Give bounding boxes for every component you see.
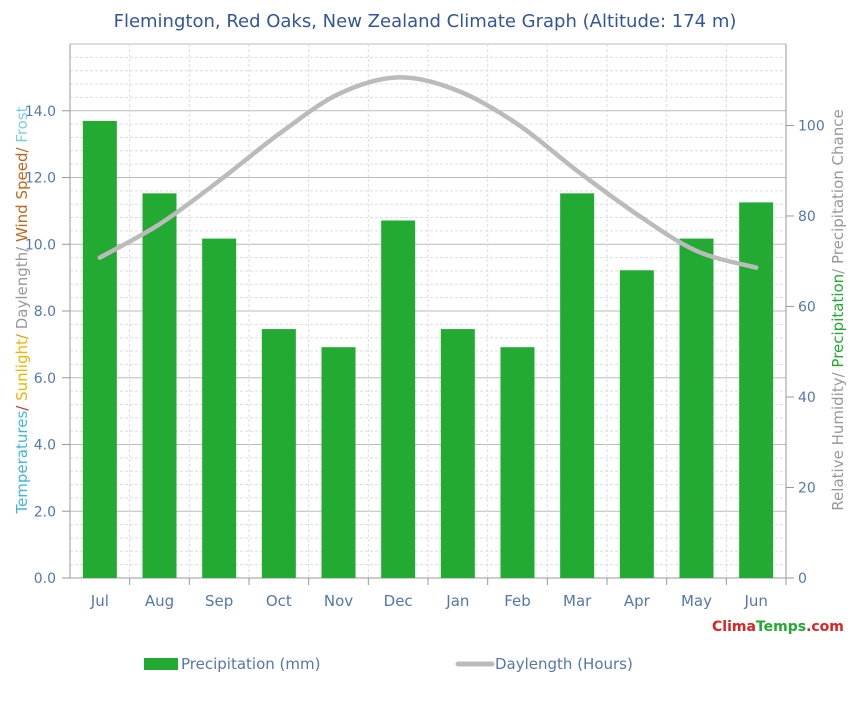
right-axis-label-part: Precipitation bbox=[829, 274, 847, 368]
bar-oct bbox=[261, 329, 296, 578]
legend-swatch-precipitation bbox=[144, 658, 178, 670]
left-axis-label-part: / bbox=[13, 329, 31, 339]
x-tick-label: Feb bbox=[504, 592, 531, 610]
x-tick-label: Mar bbox=[563, 592, 592, 610]
bar-dec bbox=[381, 220, 416, 579]
right-tick-label: 20 bbox=[798, 480, 816, 496]
left-tick-label: 4.0 bbox=[34, 438, 56, 454]
daylength-line bbox=[97, 75, 759, 270]
grid bbox=[69, 43, 787, 579]
right-axis-ticks: 0 20 40 60 80 100 bbox=[786, 118, 825, 587]
left-axis-label-part: Daylength bbox=[13, 252, 31, 329]
x-tick-label: Aug bbox=[145, 592, 174, 610]
right-tick-label: 0 bbox=[798, 571, 807, 587]
bar-nov bbox=[321, 347, 356, 578]
x-tick-label: May bbox=[681, 592, 712, 610]
right-axis-label-part: / bbox=[829, 264, 847, 274]
left-axis-label-part: Temperatures bbox=[13, 411, 31, 515]
x-tick-label: Jul bbox=[90, 592, 109, 610]
left-tick-label: 10.0 bbox=[25, 237, 56, 253]
x-tick-label: Sep bbox=[205, 592, 233, 610]
left-axis-label-part: Wind Speed bbox=[13, 153, 31, 243]
x-tick-label: Oct bbox=[266, 592, 292, 610]
right-tick-label: 40 bbox=[798, 390, 816, 406]
left-axis-label-part: / bbox=[13, 242, 31, 252]
chart-title: Flemington, Red Oaks, New Zealand Climat… bbox=[114, 11, 737, 32]
right-tick-label: 60 bbox=[798, 299, 816, 315]
bar-mar bbox=[560, 193, 595, 578]
legend-label-precipitation: Precipitation (mm) bbox=[181, 655, 320, 673]
left-tick-label: 6.0 bbox=[34, 371, 56, 387]
left-axis-label-part: Frost bbox=[13, 106, 31, 142]
left-tick-label: 14.0 bbox=[25, 104, 56, 120]
bar-feb bbox=[500, 347, 535, 578]
left-tick-label: 8.0 bbox=[34, 304, 56, 320]
left-axis-label-part: / bbox=[13, 143, 31, 153]
bar-jul bbox=[82, 120, 117, 579]
bar-aug bbox=[142, 193, 177, 578]
precipitation-bars bbox=[82, 120, 774, 579]
x-tick-label: Jun bbox=[743, 592, 767, 610]
left-axis-label: Temperatures/ Sunlight/ Daylength/ Wind … bbox=[13, 106, 31, 514]
left-axis-label-part: / bbox=[13, 401, 31, 411]
bar-jan bbox=[440, 329, 475, 578]
x-tick-label: Apr bbox=[624, 592, 651, 610]
legend: Precipitation (mm) Daylength (Hours) bbox=[144, 655, 633, 673]
logo-part-clima: Clima bbox=[712, 619, 756, 635]
climatemps-logo: ClimaTemps.com bbox=[712, 619, 844, 635]
left-axis-ticks: 0.0 2.0 4.0 6.0 8.0 10.0 12.0 14.0 bbox=[25, 104, 70, 587]
logo-part-temps: Temps bbox=[755, 619, 807, 635]
right-axis-label-part: / bbox=[829, 368, 847, 378]
daylength-series-line bbox=[97, 75, 759, 270]
right-axis-label-part: Relative Humidity bbox=[829, 377, 847, 510]
legend-label-daylength: Daylength (Hours) bbox=[495, 655, 633, 673]
bar-apr bbox=[619, 270, 654, 578]
x-tick-label: Jan bbox=[445, 592, 469, 610]
bar-jun bbox=[739, 202, 774, 578]
bar-sep bbox=[202, 238, 237, 579]
x-axis-ticks: Jul Aug Sep Oct Nov Dec Jan Feb Mar Apr May Jun bbox=[90, 578, 787, 610]
left-tick-label: 0.0 bbox=[34, 571, 56, 587]
right-tick-label: 80 bbox=[798, 209, 816, 225]
right-tick-label: 100 bbox=[798, 118, 825, 134]
x-tick-label: Nov bbox=[324, 592, 353, 610]
logo-part-com: .com bbox=[806, 619, 844, 635]
right-axis-label: Relative Humidity/ Precipitation/ Precip… bbox=[829, 109, 847, 510]
right-axis-label-part: Precipitation Chance bbox=[829, 109, 847, 264]
left-tick-label: 12.0 bbox=[25, 171, 56, 187]
x-tick-label: Dec bbox=[384, 592, 413, 610]
left-axis-label-part: Sunlight bbox=[13, 339, 31, 401]
bar-may bbox=[679, 238, 714, 579]
left-tick-label: 2.0 bbox=[34, 504, 56, 520]
